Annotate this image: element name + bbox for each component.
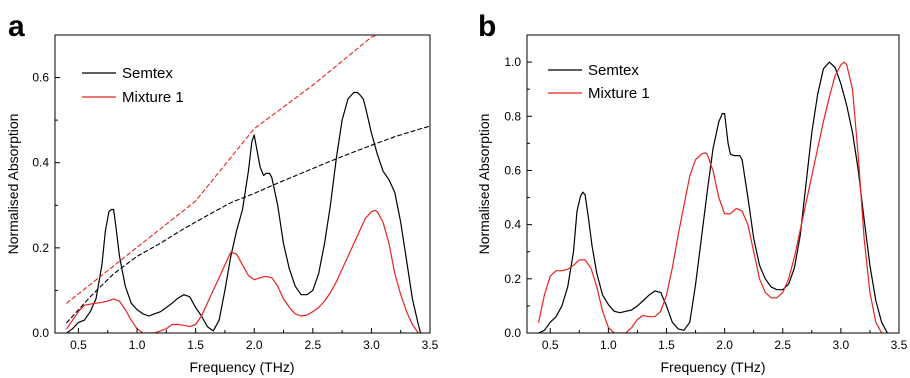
- panel-a-y-tick-label: 0.4: [32, 156, 49, 170]
- panel-b-y-axis-title: Normalised Absorption: [476, 114, 492, 255]
- panel-b-legend-mixture-label: Mixture 1: [588, 85, 650, 102]
- panel-b-x-tick-label: 3.0: [833, 338, 850, 352]
- panel-a-x-tick-label: 3.5: [422, 338, 439, 352]
- panel-b-x-tick-label: 0.5: [542, 338, 559, 352]
- panel-b-y-tick-label: 0.2: [504, 272, 521, 286]
- panel-a-y-tick-label: 0.6: [32, 71, 49, 85]
- panel-b-y-tick-label: 1.0: [504, 55, 521, 69]
- panel-b-series-mixture-1: [537, 61, 883, 333]
- panel-b-x-tick-label: 2.5: [774, 338, 791, 352]
- panel-a-y-tick-label: 0.0: [32, 326, 49, 340]
- panel-b-series-semtex: [537, 61, 889, 333]
- panel-a-x-tick-label: 1.5: [187, 338, 204, 352]
- panel-b-x-tick-label: 2.0: [716, 338, 733, 352]
- panel-a-plot-area: [66, 35, 430, 333]
- panel-b-x-tick-label: 3.5: [891, 338, 908, 352]
- panel-b-x-ticks: 0.5 1.0 1.5 2.0 2.5 3.0 3.5: [542, 328, 908, 352]
- panel-b-legend-semtex-label: Semtex: [588, 62, 639, 79]
- panel-b-y-tick-label: 0.6: [504, 163, 521, 177]
- panel-a-legend: Semtex Mixture 1: [82, 65, 184, 106]
- panel-a-x-ticks: 0.5 1.0 1.5 2.0 2.5 3.0 3.5: [70, 328, 439, 352]
- panel-a-legend-mixture-label: Mixture 1: [122, 89, 184, 106]
- panel-a-label: a: [8, 10, 25, 43]
- panel-a-legend-semtex-label: Semtex: [122, 65, 173, 82]
- panel-a-x-axis-title: Frequency (THz): [189, 359, 294, 375]
- panel-b-label: b: [478, 10, 496, 43]
- panel-a-y-axis-title: Normalised Absorption: [5, 114, 21, 255]
- panel-a-x-tick-label: 0.5: [70, 338, 87, 352]
- panel-b-y-tick-label: 0.0: [504, 326, 521, 340]
- panel-a-series-dashed-trend-2: [66, 125, 430, 324]
- panel-a-series-dashed-trend-3: [66, 35, 378, 304]
- panel-a-x-tick-label: 2.5: [304, 338, 321, 352]
- panel-b-y-ticks: 0.0 0.2 0.4 0.6 0.8 1.0: [504, 55, 532, 340]
- panel-b-y-tick-label: 0.8: [504, 109, 521, 123]
- panel-b-x-tick-label: 1.0: [600, 338, 617, 352]
- panel-a-y-tick-label: 0.2: [32, 241, 49, 255]
- panel-a-series-semtex: [66, 91, 422, 333]
- panel-a: a 0.5 1.0 1.5 2.0 2.5 3.0 3.5 0.0 0.2 0.4 0.6 Fre…: [5, 10, 439, 375]
- panel-a-series-mixture-1: [66, 209, 419, 333]
- panel-b-legend: Semtex Mixture 1: [548, 62, 650, 102]
- panel-a-frame: [54, 34, 431, 334]
- panel-a-y-ticks: 0.0 0.2 0.4 0.6: [32, 71, 60, 340]
- panel-b-y-tick-label: 0.4: [504, 218, 521, 232]
- panel-b-plot-area: [537, 61, 889, 333]
- panel-b-frame: [526, 34, 900, 334]
- panel-a-x-tick-label: 3.0: [363, 338, 380, 352]
- panel-b-x-axis-title: Frequency (THz): [660, 359, 765, 375]
- panel-a-x-tick-label: 1.0: [129, 338, 146, 352]
- panel-b-x-tick-label: 1.5: [658, 338, 675, 352]
- panel-a-x-tick-label: 2.0: [246, 338, 263, 352]
- panel-b: b 0.5 1.0 1.5 2.0 2.5 3.0 3.5 0.0 0.2 0.4 0.6 0.8 1…: [476, 10, 908, 375]
